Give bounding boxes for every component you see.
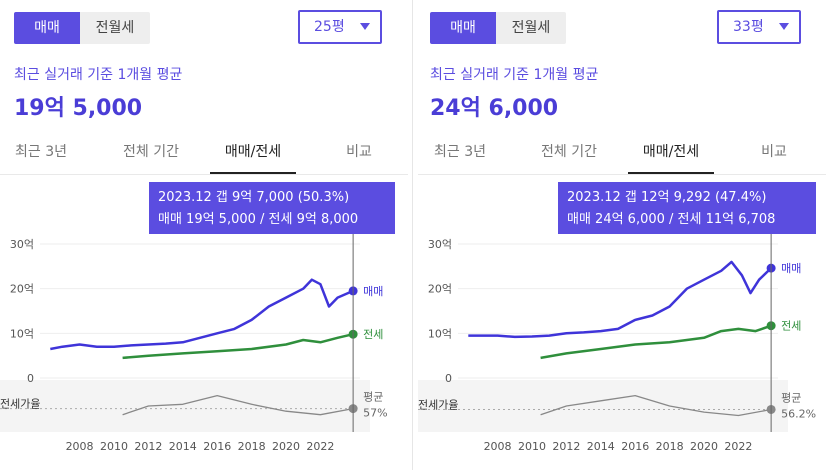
x-tick-label: 2010 (518, 440, 546, 453)
tab-recent-3y[interactable]: 최근 3년 (434, 144, 486, 160)
y-tick-label: 10억 (428, 327, 452, 340)
chart-panel-25: 매매 전월세 25평 최근 실거래 기준 1개월 평균 19억 5,000 최근… (0, 0, 408, 470)
price-chart[interactable]: 30억 20억 10억 0 2008 2010 2012 2014 2016 2018 2020 20… (0, 180, 408, 470)
x-tick-label: 2016 (621, 440, 649, 453)
tooltip-gap-line: 2023.12 갭 9억 7,000 (50.3%) (158, 190, 350, 205)
x-tick-label: 2010 (100, 440, 128, 453)
tab-sale-jeonse[interactable]: 매매/전세 (210, 134, 296, 174)
series-label: 매매 (781, 262, 801, 275)
sale-button[interactable]: 매매 (430, 12, 496, 44)
x-tick-label: 2018 (656, 440, 684, 453)
series-label: 매매 (363, 285, 383, 298)
x-tick-label: 2014 (587, 440, 615, 453)
rent-button[interactable]: 전월세 (80, 12, 150, 44)
ratio-avg-value: 57% (363, 407, 387, 420)
tab-sale-jeonse[interactable]: 매매/전세 (628, 134, 714, 174)
x-tick-label: 2008 (484, 440, 512, 453)
size-select[interactable]: 25평 (298, 10, 382, 44)
price-value: 24억 6,000 (430, 96, 559, 121)
sale-button[interactable]: 매매 (14, 12, 80, 44)
x-tick-label: 2008 (66, 440, 94, 453)
tab-all-period[interactable]: 전체 기간 (541, 144, 597, 160)
y-tick-label: 0 (27, 372, 34, 385)
price-subtitle: 최근 실거래 기준 1개월 평균 (430, 67, 599, 83)
period-tabs: 최근 3년 전체 기간 매매/전세 비교 (0, 134, 408, 175)
x-tick-label: 2020 (690, 440, 718, 453)
series-label: 전세 (363, 328, 383, 341)
size-select-value: 25평 (314, 19, 345, 35)
x-tick-label: 2022 (306, 440, 334, 453)
jeonse-ratio-line (122, 394, 354, 416)
price-value: 19억 5,000 (14, 96, 143, 121)
tab-all-period[interactable]: 전체 기간 (123, 144, 179, 160)
panel-divider (412, 0, 413, 470)
x-tick-label: 2020 (272, 440, 300, 453)
rent-button[interactable]: 전월세 (496, 12, 566, 44)
chart-tooltip: 2023.12 갭 9억 7,000 (50.3%) 매매 19억 5,000 … (149, 182, 395, 234)
ratio-band (0, 380, 370, 432)
lower-panel-label: 전세가율 (0, 398, 40, 411)
chevron-down-icon (360, 23, 370, 30)
y-tick-label: 20억 (10, 283, 34, 296)
x-tick-label: 2018 (238, 440, 266, 453)
tooltip-gap-line: 2023.12 갭 12억 9,292 (47.4%) (567, 190, 767, 205)
x-tick-label: 2012 (134, 440, 162, 453)
x-tick-label: 2016 (203, 440, 231, 453)
chart-tooltip: 2023.12 갭 12억 9,292 (47.4%) 매매 24억 6,000… (558, 182, 816, 234)
x-tick-label: 2014 (169, 440, 197, 453)
tab-compare[interactable]: 비교 (346, 144, 372, 160)
period-tabs: 최근 3년 전체 기간 매매/전세 비교 (418, 134, 826, 175)
y-tick-label: 0 (445, 372, 452, 385)
lower-panel-label: 전세가율 (418, 398, 458, 411)
y-tick-label: 30억 (10, 238, 34, 251)
price-subtitle: 최근 실거래 기준 1개월 평균 (14, 67, 183, 83)
size-select[interactable]: 33평 (717, 10, 801, 44)
y-tick-label: 20억 (428, 283, 452, 296)
jeonse-price-line (122, 332, 354, 360)
sale-price-line (468, 260, 772, 339)
y-tick-label: 10억 (10, 327, 34, 340)
x-tick-label: 2012 (552, 440, 580, 453)
size-select-value: 33평 (733, 19, 764, 35)
jeonse-ratio-line (540, 394, 772, 417)
ratio-avg-label: 평균 (363, 391, 383, 404)
chart-panel-33: 매매 전월세 33평 최근 실거래 기준 1개월 평균 24억 6,000 최근… (418, 0, 826, 470)
ratio-band (418, 380, 788, 432)
tooltip-price-line: 매매 24억 6,000 / 전세 11억 6,708 (567, 212, 776, 227)
x-tick-label: 2022 (724, 440, 752, 453)
price-chart[interactable]: 30억 20억 10억 0 2008 2010 2012 2014 2016 2018 2020 20… (418, 180, 826, 470)
series-label: 전세 (781, 320, 801, 333)
y-tick-label: 30억 (428, 238, 452, 251)
tab-compare[interactable]: 비교 (761, 144, 787, 160)
tooltip-price-line: 매매 19억 5,000 / 전세 9억 8,000 (158, 212, 359, 227)
sale-price-line (50, 278, 354, 351)
trade-type-toggle: 매매 전월세 (430, 12, 566, 44)
chevron-down-icon (779, 23, 789, 30)
jeonse-price-line (540, 324, 772, 360)
trade-type-toggle: 매매 전월세 (14, 12, 150, 44)
ratio-avg-label: 평균 (781, 391, 801, 404)
ratio-avg-value: 56.2% (781, 407, 816, 420)
tab-recent-3y[interactable]: 최근 3년 (15, 144, 67, 160)
